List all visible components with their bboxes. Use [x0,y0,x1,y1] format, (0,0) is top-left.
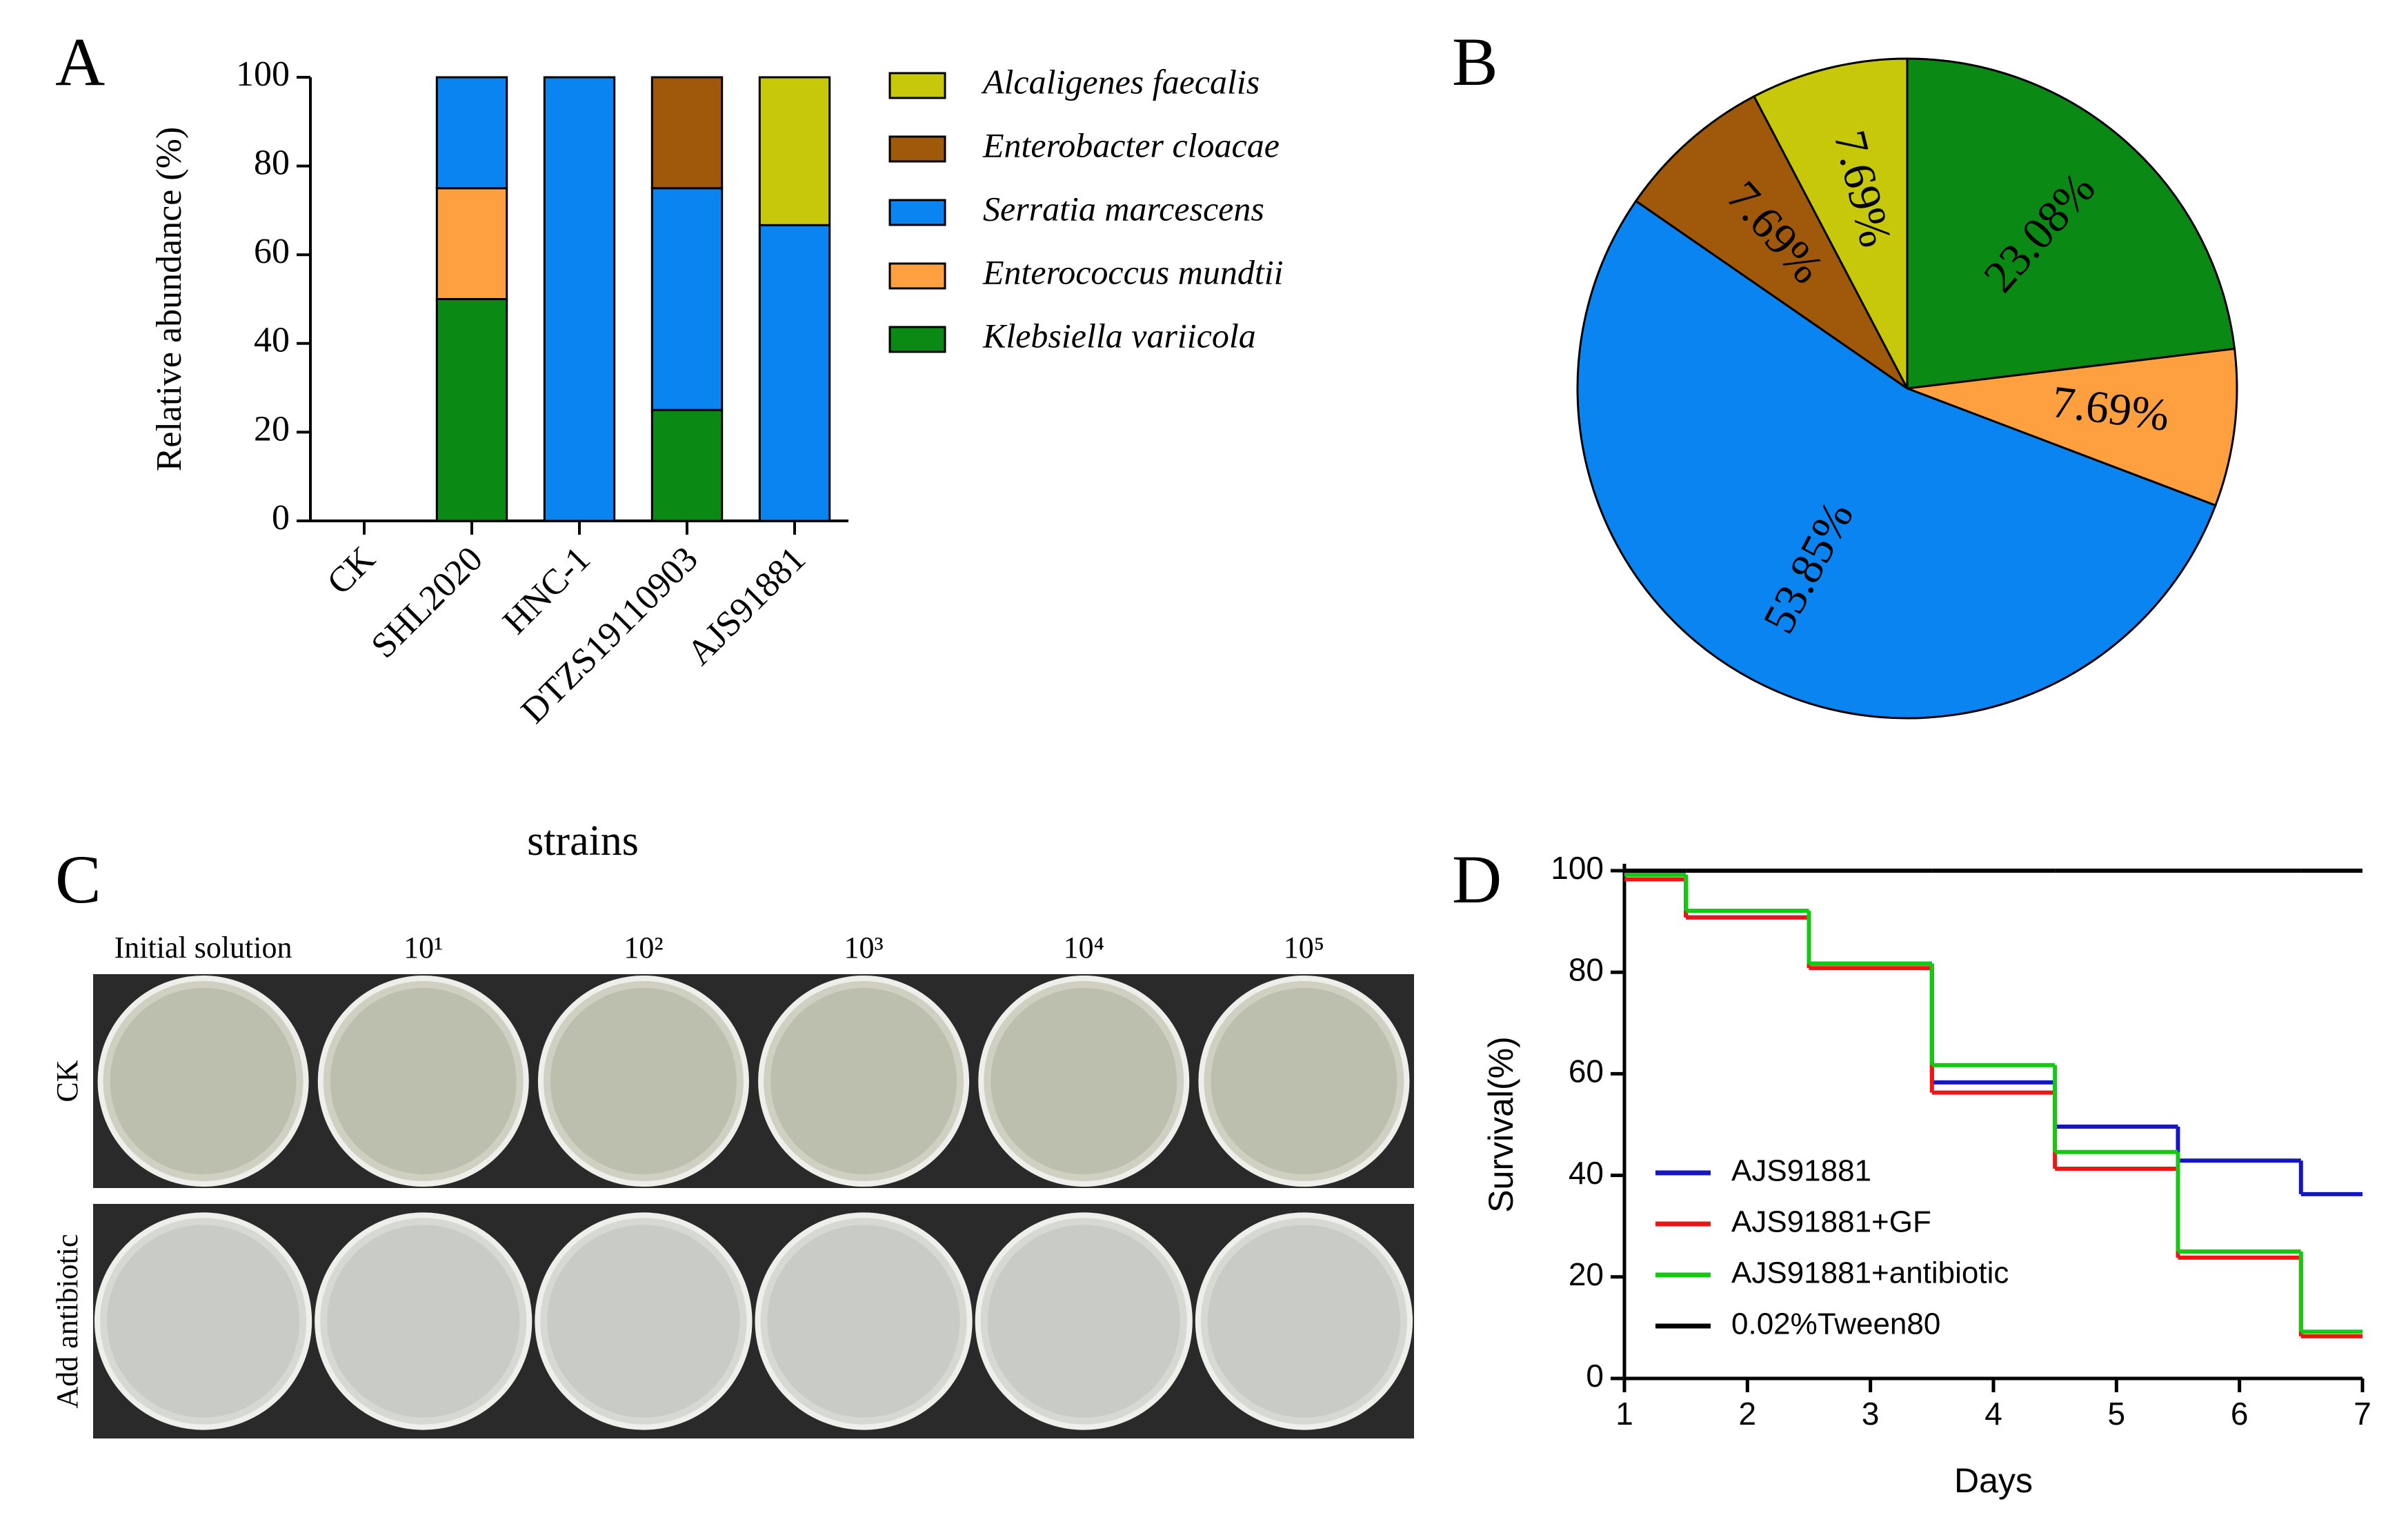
legend-swatch [888,72,946,99]
x-tick-label: 5 [2108,1396,2126,1432]
y-axis-title: Survival(%) [1482,1036,1520,1213]
column-label: 10⁴ [1064,931,1104,965]
agar [767,1225,960,1418]
panel-label: C [55,841,101,918]
bar-segment [758,76,831,226]
agar [330,988,517,1174]
x-tick-label: CK [320,539,384,602]
bar-segment [435,298,508,522]
y-tick-label: 40 [254,321,290,360]
legend-label: AJS91881+antibiotic [1731,1256,2009,1290]
agar [991,988,1177,1174]
x-tick-label: 4 [1984,1396,2002,1432]
y-tick-label: 20 [1569,1256,1604,1292]
pie-slice [1576,199,2217,720]
y-tick-label: 60 [254,232,290,271]
photo-background [93,974,1414,1188]
bar-segment [435,76,508,190]
panel-label: A [55,23,105,100]
legend-label: 0.02%Tween80 [1731,1307,1940,1341]
column-label: 10² [624,931,663,965]
legend-swatch [888,199,946,226]
panel-label: D [1452,841,1502,918]
legend-label: Serratia marcescens [983,189,1264,228]
column-label: Initial solution [115,931,292,965]
legend-swatch [888,326,946,353]
y-tick-label: 80 [254,144,290,183]
agar [987,1225,1180,1418]
y-tick-label: 60 [1569,1054,1604,1089]
y-axis-title: Relative abundance (%) [150,127,189,472]
bar-segment [650,187,724,411]
legend-label: AJS91881 [1731,1154,1871,1188]
agar [1211,988,1397,1174]
bar-segment [650,408,724,522]
bar-segment [650,76,724,190]
agar [327,1225,520,1418]
panel-label: B [1452,23,1498,100]
agar [547,1225,740,1418]
legend-swatch [888,262,946,290]
bar-segment [758,224,831,522]
photo-background [93,1204,1414,1438]
y-tick-label: 100 [1551,850,1604,886]
legend-swatch [888,135,946,163]
x-tick-label: SHL2020 [364,540,490,666]
agar [1207,1225,1400,1418]
x-axis-title: strains [527,818,639,864]
y-tick-label: 80 [1569,951,1604,987]
legend-label: Enterobacter cloacae [982,126,1280,164]
y-tick-label: 100 [236,55,290,94]
y-tick-label: 0 [1586,1358,1604,1394]
bar-segment [543,76,616,522]
pie-slice [1634,95,1909,390]
x-tick-label: 3 [1862,1396,1880,1432]
legend-label: AJS91881+GF [1731,1205,1931,1239]
x-tick-label: AJS91881 [679,540,813,673]
pie-slice [1907,347,2238,507]
x-axis-title: Days [1954,1461,2033,1500]
row-label: CK [50,1060,84,1102]
x-tick-label: HNC-1 [495,540,598,642]
y-tick-label: 40 [1569,1155,1604,1191]
column-label: 10⁵ [1284,931,1324,965]
legend-label: Enterococcus mundtii [982,253,1284,291]
x-tick-label: 1 [1615,1396,1633,1432]
agar [770,988,957,1174]
x-tick-label: 7 [2354,1396,2371,1432]
legend-label: Klebsiella variicola [982,316,1256,355]
pie-slice [1906,57,2236,390]
agar [110,988,297,1174]
x-tick-label: 6 [2231,1396,2249,1432]
row-label: Add antibiotic [50,1234,84,1409]
y-tick-label: 20 [254,409,290,448]
agar [107,1225,300,1418]
x-tick-label: 2 [1739,1396,1757,1432]
column-label: 10¹ [404,931,443,965]
agar [550,988,737,1174]
legend-label: Alcaligenes faecalis [981,62,1260,101]
pie-slice [1752,57,1909,389]
bar-segment [435,187,508,300]
y-tick-label: 0 [272,498,290,537]
column-label: 10³ [844,931,883,965]
